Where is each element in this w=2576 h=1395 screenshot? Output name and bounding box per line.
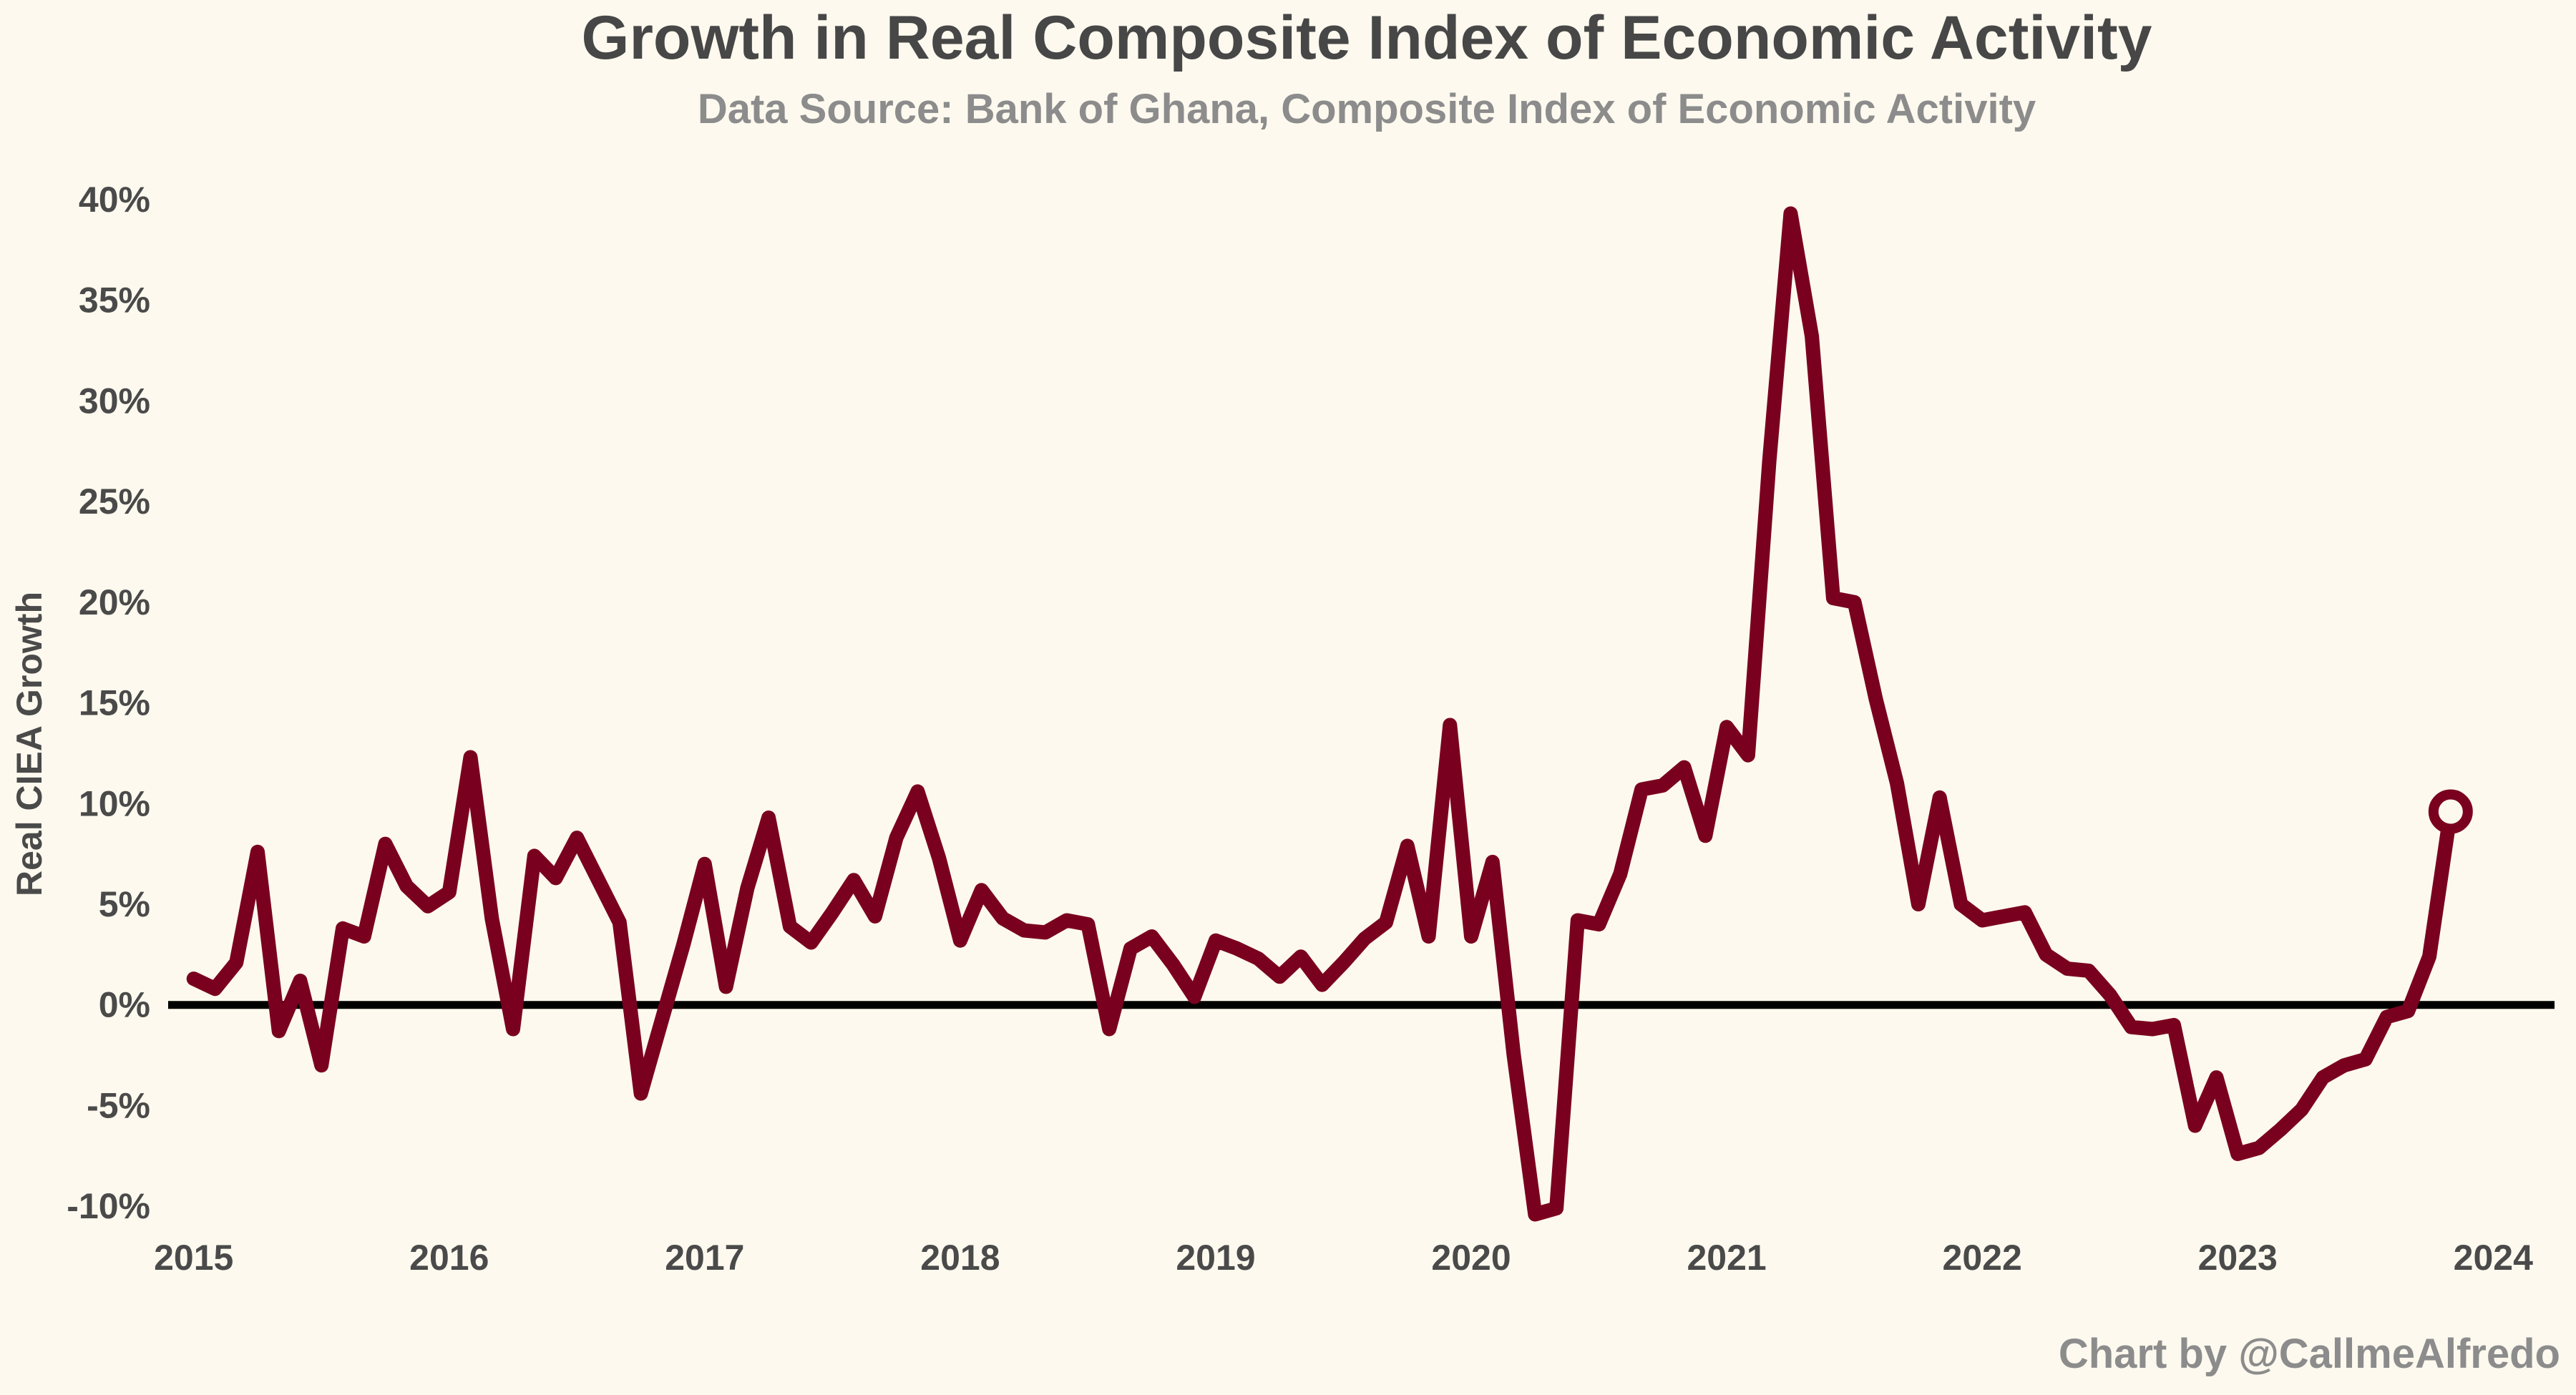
y-tick-label: 20% — [79, 582, 150, 622]
x-tick-label: 2018 — [920, 1238, 1000, 1278]
y-axis-ticks: -10% -5% 0% 5% 10% 15% 20% 25% 30% 35% 40% — [67, 180, 150, 1226]
y-tick-label: 40% — [79, 180, 150, 220]
last-point-marker — [2428, 789, 2473, 834]
y-axis-label: Real CIEA Growth — [9, 592, 49, 896]
x-tick-label: 2022 — [1943, 1238, 2022, 1278]
x-tick-label: 2021 — [1687, 1238, 1766, 1278]
y-tick-label: 30% — [79, 381, 150, 421]
y-tick-label: 5% — [99, 884, 150, 924]
chart-subtitle: Data Source: Bank of Ghana, Composite In… — [698, 86, 2036, 132]
y-tick-label: 0% — [99, 985, 150, 1025]
x-tick-label: 2016 — [409, 1238, 489, 1278]
series-line-ciea-growth — [186, 206, 2458, 1222]
x-tick-label: 2024 — [2454, 1238, 2533, 1278]
y-tick-label: 35% — [79, 280, 150, 320]
x-tick-label: 2019 — [1176, 1238, 1255, 1278]
y-tick-label: -5% — [87, 1085, 150, 1125]
y-tick-label: 15% — [79, 683, 150, 723]
chart-title: Growth in Real Composite Index of Econom… — [582, 4, 2152, 72]
x-tick-label: 2017 — [665, 1238, 744, 1278]
x-tick-label: 2020 — [1431, 1238, 1511, 1278]
x-tick-label: 2015 — [154, 1238, 233, 1278]
y-tick-label: -10% — [67, 1186, 150, 1226]
y-tick-label: 10% — [79, 783, 150, 823]
x-axis-ticks: 2015 2016 2017 2018 2019 2020 2021 2022 2023 2024 — [154, 1238, 2533, 1278]
y-tick-label: 25% — [79, 481, 150, 522]
chart-credit: Chart by @CallmeAlfredo — [2059, 1331, 2560, 1377]
x-tick-label: 2023 — [2198, 1238, 2278, 1278]
